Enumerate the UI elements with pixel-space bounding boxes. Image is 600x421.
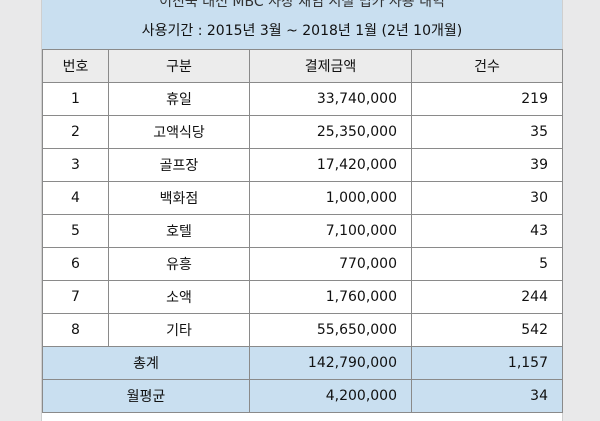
- row-category: 백화점: [108, 181, 250, 215]
- row-amount: 55,650,000: [249, 313, 412, 347]
- table-row: 7 소액 1,760,000 244: [42, 280, 563, 314]
- document-sheet: 이진숙 대전 MBC 사장 재임 시절 법카 사용 내역 사용기간 : 2015…: [41, 0, 563, 421]
- header-number: 번호: [42, 49, 109, 83]
- table-row: 3 골프장 17,420,000 39: [42, 148, 563, 182]
- table-row: 8 기타 55,650,000 542: [42, 313, 563, 347]
- row-category: 휴일: [108, 82, 250, 116]
- document-title: 이진숙 대전 MBC 사장 재임 시절 법카 사용 내역: [42, 0, 562, 15]
- row-number: 1: [42, 82, 109, 116]
- monthly-average-amount: 4,200,000: [249, 379, 412, 413]
- table-header-row: 번호 구분 결제금액 건수: [42, 49, 563, 83]
- row-amount: 25,350,000: [249, 115, 412, 149]
- row-category: 호텔: [108, 214, 250, 248]
- row-number: 6: [42, 247, 109, 281]
- row-count: 219: [411, 82, 563, 116]
- row-amount: 33,740,000: [249, 82, 412, 116]
- expense-table: 번호 구분 결제금액 건수 1 휴일 33,740,000 219 2 고액식당…: [42, 49, 563, 413]
- row-number: 7: [42, 280, 109, 314]
- row-category: 골프장: [108, 148, 250, 182]
- total-count: 1,157: [411, 346, 563, 380]
- monthly-average-row: 월평균 4,200,000 34: [42, 379, 563, 413]
- row-count: 542: [411, 313, 563, 347]
- row-count: 35: [411, 115, 563, 149]
- header-category: 구분: [108, 49, 250, 83]
- usage-period: 사용기간 : 2015년 3월 ~ 2018년 1월 (2년 10개월): [42, 14, 562, 50]
- row-number: 3: [42, 148, 109, 182]
- row-count: 43: [411, 214, 563, 248]
- row-amount: 17,420,000: [249, 148, 412, 182]
- row-number: 5: [42, 214, 109, 248]
- row-category: 고액식당: [108, 115, 250, 149]
- table-row: 4 백화점 1,000,000 30: [42, 181, 563, 215]
- table-row: 6 유흥 770,000 5: [42, 247, 563, 281]
- monthly-average-count: 34: [411, 379, 563, 413]
- row-amount: 1,000,000: [249, 181, 412, 215]
- row-count: 5: [411, 247, 563, 281]
- row-count: 30: [411, 181, 563, 215]
- row-number: 2: [42, 115, 109, 149]
- row-category: 기타: [108, 313, 250, 347]
- header-amount: 결제금액: [249, 49, 412, 83]
- row-count: 244: [411, 280, 563, 314]
- row-category: 소액: [108, 280, 250, 314]
- table-row: 2 고액식당 25,350,000 35: [42, 115, 563, 149]
- table-row: 1 휴일 33,740,000 219: [42, 82, 563, 116]
- monthly-average-label: 월평균: [42, 379, 250, 413]
- row-amount: 770,000: [249, 247, 412, 281]
- header-count: 건수: [411, 49, 563, 83]
- total-label: 총계: [42, 346, 250, 380]
- row-count: 39: [411, 148, 563, 182]
- row-amount: 1,760,000: [249, 280, 412, 314]
- row-number: 8: [42, 313, 109, 347]
- table-row: 5 호텔 7,100,000 43: [42, 214, 563, 248]
- row-amount: 7,100,000: [249, 214, 412, 248]
- total-row: 총계 142,790,000 1,157: [42, 346, 563, 380]
- row-number: 4: [42, 181, 109, 215]
- total-amount: 142,790,000: [249, 346, 412, 380]
- row-category: 유흥: [108, 247, 250, 281]
